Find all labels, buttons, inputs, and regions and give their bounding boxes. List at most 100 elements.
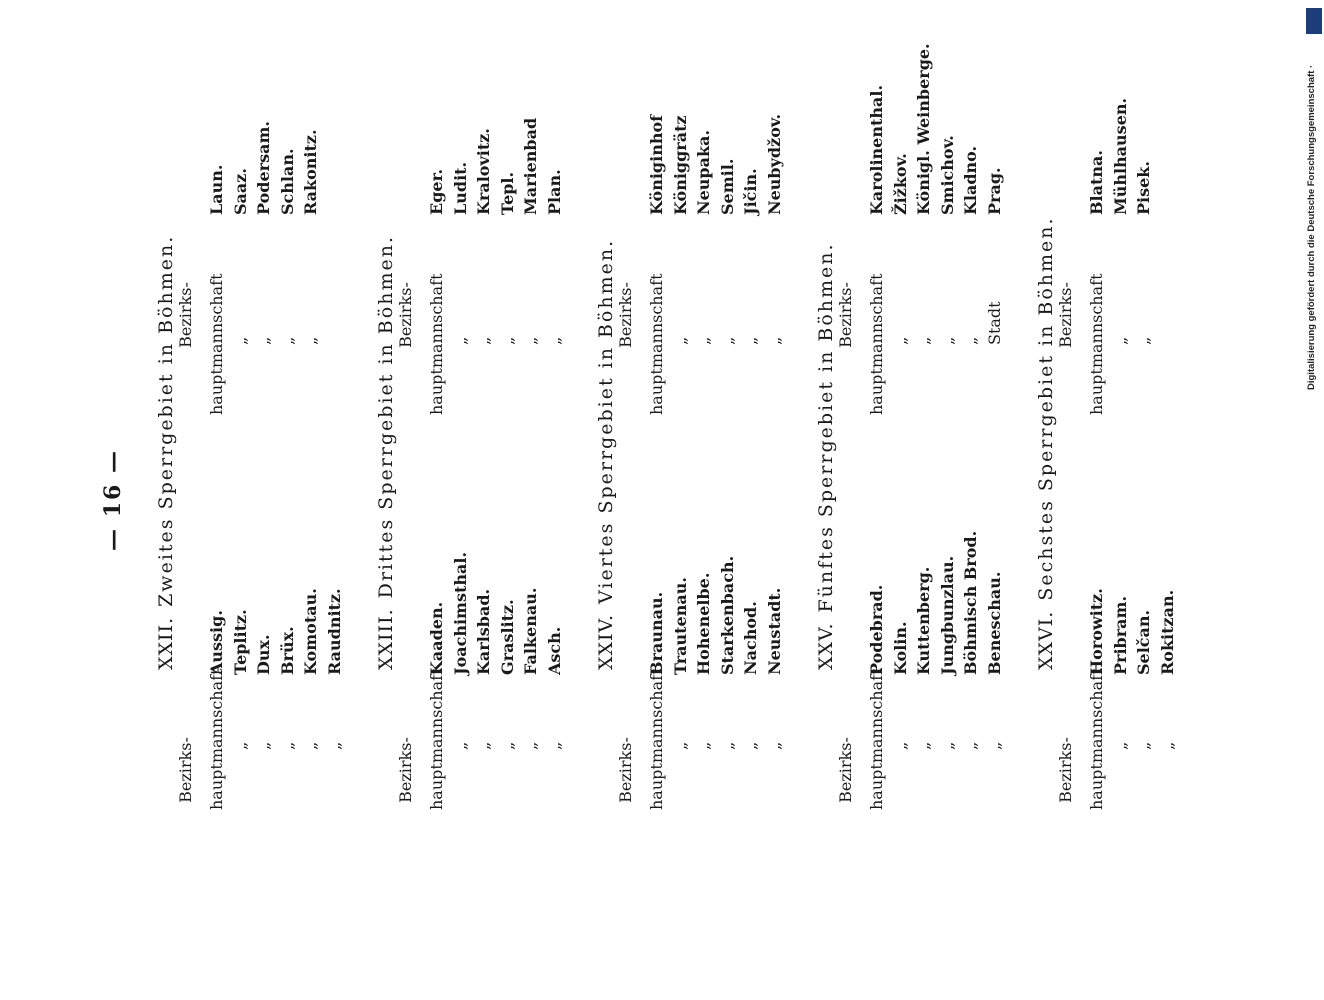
town-name: Böhmisch Brod. — [961, 530, 980, 675]
town-name: Horowitz. — [1087, 588, 1106, 675]
ditto-mark: „ — [764, 336, 784, 345]
town-name: Joachimsthal. — [450, 551, 470, 675]
town-name: Pribram. — [1110, 595, 1130, 675]
ditto-mark: „ — [230, 336, 250, 345]
column-head-left: Bezirks- — [396, 737, 415, 803]
section-title-text: Sechstes Sperrgebiet in Böhmen. — [1035, 216, 1057, 601]
towns-right: Eger. Ludit. Kralovitz. Tepl. Marienbad Plan. — [425, 0, 566, 215]
towns-right: Königinhof Königgrätz Neupaka. Semil. Jičin.… — [645, 0, 786, 215]
town-name: Königinhof — [647, 114, 666, 215]
town-name: Schlan. — [277, 148, 297, 215]
section-title: XXIII. Drittes Sperrgebiet in Böhmen. — [375, 70, 397, 670]
labels-right: hauptmannschaft „ „ „ „ „ — [425, 215, 566, 415]
town-name: Braunau. — [647, 591, 666, 675]
town-name: Selčan. — [1134, 609, 1153, 675]
town-name: Neubydžov. — [764, 113, 784, 215]
sperrgebiet-section: XXIV.Viertes Sperrgebiet in Böhmen. Bezir… — [595, 0, 805, 1000]
town-name: Teplitz. — [230, 609, 250, 675]
funding-note-text: Digitalisierung gefördert durch die Deut… — [1306, 64, 1317, 390]
label-hauptmannschaft: hauptmannschaft — [427, 273, 446, 415]
column-head-left: Bezirks- — [836, 737, 855, 803]
label-hauptmannschaft: hauptmannschaft — [647, 273, 666, 415]
town-name: Nachod. — [741, 601, 760, 675]
sperrgebiet-section: XXV. Fünftes Sperrgebiet in Böhmen. Bezirk… — [815, 0, 1025, 1000]
ditto-mark: „ — [450, 336, 470, 345]
ditto-mark: „ — [254, 336, 273, 345]
sperrgebiet-section: XXVI.Sechstes Sperrgebiet in Böhmen. Bezi… — [1035, 0, 1245, 1000]
ditto-mark: „ — [694, 336, 713, 345]
town-name: Karolinenthal. — [867, 84, 886, 215]
town-name: Semil. — [717, 158, 737, 215]
ditto-mark: „ — [301, 336, 320, 345]
town-name: Königl. Weinberge. — [914, 43, 933, 215]
town-name: Rakonitz. — [301, 129, 320, 215]
ditto-mark: „ — [937, 336, 957, 345]
town-name: Kladno. — [961, 145, 980, 215]
towns-left: Kaaden. Joachimsthal. Karlsbad. Graslitz. Fa… — [425, 415, 566, 675]
column-head-right: Bezirks- — [1056, 282, 1075, 348]
ditto-mark: „ — [1110, 336, 1130, 345]
town-name: Ludit. — [450, 161, 470, 215]
town-name: Graslitz. — [497, 599, 517, 675]
town-name: Plan. — [544, 169, 564, 215]
section-title-text: Drittes Sperrgebiet in Böhmen. — [375, 235, 397, 599]
dfg-logo — [1306, 8, 1322, 34]
section-title-text: Viertes Sperrgebiet in Böhmen. — [595, 238, 617, 604]
sperrgebiet-section: XXII.Zweites Sperrgebiet in Böhmen. Bezir… — [155, 0, 365, 1000]
label-stadt: Stadt — [984, 301, 1004, 345]
column-head-right: Bezirks- — [396, 282, 415, 348]
town-name: Laun. — [207, 164, 226, 215]
towns-right: Karolinenthal. Žižkov. Königl. Weinberge. S… — [865, 0, 1006, 215]
town-name: Podebrad. — [867, 584, 886, 675]
ditto-mark: „ — [961, 336, 980, 345]
town-name: Königgrätz — [670, 115, 690, 215]
rotated-page: — 16 — XXII. Zweites Sperrgebiet in Böhme… — [100, 0, 1177, 1000]
section-title: XXVI. Sechstes Sperrgebiet in Böhmen. — [1035, 70, 1057, 670]
labels-right: hauptmannschaft „ „ „ „ Stadt — [865, 215, 1006, 415]
ditto-mark: „ — [474, 336, 493, 345]
ditto-mark: „ — [1134, 336, 1153, 345]
column-head-right: Bezirks- — [616, 282, 635, 348]
town-name: Falkenau. — [521, 587, 540, 675]
town-name: Jičin. — [741, 168, 760, 215]
ditto-mark: „ — [914, 336, 933, 345]
town-name: Marienbad — [521, 117, 540, 215]
column-head-left: Bezirks- — [616, 737, 635, 803]
town-name: Karlsbad. — [474, 588, 493, 675]
column-head-left: Bezirks- — [1056, 737, 1075, 803]
town-name: Kralovitz. — [474, 128, 493, 215]
town-name: Kaaden. — [427, 601, 446, 675]
ditto-mark: „ — [521, 336, 540, 345]
town-name: Dux. — [254, 634, 273, 675]
labels-right: hauptmannschaft „ „ „ „ „ — [645, 215, 786, 415]
section-roman-numeral: XXV. — [815, 622, 837, 671]
labels-right: hauptmannschaft „ „ „ „ — [205, 215, 323, 415]
towns-left: Horowitz. Pribram. Selčan. Rokitzan. — [1085, 415, 1179, 675]
town-name: Brüx. — [277, 626, 297, 675]
town-name: Prag. — [984, 167, 1004, 215]
town-name: Aussig. — [207, 610, 226, 675]
section-roman-numeral: XXII. — [155, 616, 177, 670]
towns-left: Podebrad. Kolin. Kuttenberg. Jungbunzlau. Bö… — [865, 415, 1006, 675]
label-hauptmannschaft: hauptmannschaft — [867, 273, 886, 415]
towns-right: Laun. Saaz. Podersam. Schlan. Rakonitz. — [205, 0, 323, 215]
town-name: Trautenau. — [670, 577, 690, 675]
ditto-mark: „ — [277, 336, 297, 345]
town-name: Neustadt. — [764, 587, 784, 675]
ditto-mark: „ — [497, 336, 517, 345]
section-title: XXIV. Viertes Sperrgebiet in Böhmen. — [595, 70, 617, 670]
town-name: Beneschau. — [984, 571, 1004, 675]
town-name: Neupaka. — [694, 129, 713, 215]
section-roman-numeral: XXVI. — [1035, 610, 1057, 670]
section-title: XXV. Fünftes Sperrgebiet in Böhmen. — [815, 70, 837, 670]
label-hauptmannschaft: hauptmannschaft — [207, 273, 226, 415]
town-name: Smichov. — [937, 135, 957, 215]
ditto-mark: „ — [717, 336, 737, 345]
town-name: Saaz. — [230, 168, 250, 215]
town-name: Hohenelbe. — [694, 572, 713, 675]
town-name: Blatna. — [1087, 150, 1106, 215]
column-head-right: Bezirks- — [176, 282, 195, 348]
section-title-text: Fünftes Sperrgebiet in Böhmen. — [815, 242, 837, 613]
label-hauptmannschaft: hauptmannschaft — [1087, 273, 1106, 415]
town-name: Mühlhausen. — [1110, 97, 1130, 215]
